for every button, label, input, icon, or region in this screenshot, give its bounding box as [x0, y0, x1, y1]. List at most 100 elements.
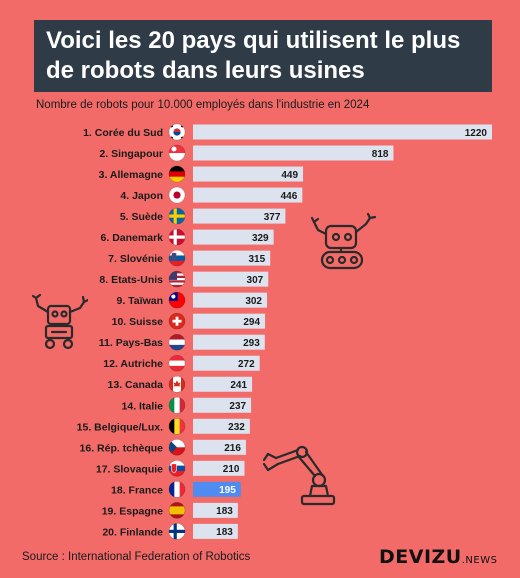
brand-suffix: .NEWS — [461, 555, 498, 566]
italy-flag-icon — [168, 396, 186, 414]
bar — [193, 460, 245, 476]
bar-row: 11. Pays-Bas 293 — [99, 333, 265, 351]
bar-row: 15. Belgique/Lux. 232 — [77, 417, 250, 435]
value-label: 241 — [230, 380, 247, 391]
bar — [193, 334, 265, 350]
tracked-robot-icon — [310, 212, 377, 270]
robotic-arm-icon — [262, 445, 336, 506]
bar — [193, 208, 286, 224]
bar-row: 6. Danemark 329 — [101, 228, 274, 246]
france-flag-icon — [168, 481, 186, 498]
czechia-flag-icon — [168, 438, 186, 456]
bar — [193, 145, 394, 161]
value-label: 1220 — [465, 128, 488, 139]
brand-name: DEVIZU — [379, 546, 462, 568]
title-line-1: Voici les 20 pays qui utilisent le plus — [46, 27, 461, 54]
value-label: 237 — [229, 401, 246, 412]
bar — [193, 313, 266, 329]
value-label: 315 — [249, 254, 266, 265]
value-label: 449 — [281, 170, 298, 181]
bar — [193, 376, 253, 392]
value-label: 272 — [238, 359, 255, 370]
value-label: 293 — [243, 338, 260, 349]
japan-flag-icon — [168, 186, 186, 204]
bar-row: 2. Singapour 818 — [99, 144, 394, 162]
category-label: 11. Pays-Bas — [99, 337, 163, 349]
bar — [193, 187, 303, 203]
bar-row: 14. Italie 237 — [122, 396, 252, 414]
bar — [193, 292, 268, 308]
category-label: 13. Canada — [108, 379, 164, 391]
germany-flag-icon — [168, 165, 186, 183]
title-box: Voici les 20 pays qui utilisent le plus … — [34, 20, 492, 92]
title-line-2: de robots dans leurs usines — [46, 57, 365, 84]
category-label: 5. Suède — [120, 211, 163, 223]
category-label: 16. Rép. tchèque — [80, 442, 164, 454]
value-label: 818 — [372, 149, 389, 160]
bar — [193, 502, 238, 518]
category-label: 7. Slovénie — [108, 253, 163, 265]
value-label: 183 — [216, 506, 233, 517]
value-label: 210 — [223, 464, 240, 475]
bar-row: 20. Finlande 183 — [102, 523, 238, 540]
bar — [193, 355, 260, 371]
category-label: 19. Espagne — [102, 505, 163, 517]
bar-row: 8. Etats-Unis 307 — [99, 270, 269, 288]
category-label: 4. Japon — [120, 190, 163, 202]
netherlands-flag-icon — [168, 333, 186, 351]
bar-row: 3. Allemagne 449 — [99, 165, 304, 183]
category-label: 14. Italie — [122, 400, 164, 412]
belgium-flag-icon — [168, 417, 186, 435]
category-label: 9. Taïwan — [117, 295, 164, 307]
bar — [193, 418, 250, 434]
category-label: 8. Etats-Unis — [99, 274, 163, 286]
bar-row: 19. Espagne 183 — [102, 502, 238, 519]
value-label: 329 — [252, 233, 269, 244]
category-label: 18. France — [111, 484, 163, 496]
bar-row: 13. Canada 241 — [108, 375, 253, 393]
bar-row: 5. Suède 377 — [120, 207, 286, 225]
value-label: 294 — [243, 317, 260, 328]
value-label: 446 — [281, 191, 298, 202]
bar-row: 9. Taïwan 302 — [117, 291, 268, 309]
usa-flag-icon — [168, 270, 186, 288]
finland-flag-icon — [168, 523, 186, 540]
brand-logo[interactable]: DEVIZU.NEWS — [379, 546, 497, 568]
austria-flag-icon — [168, 354, 186, 372]
bar-row: 10. Suisse 294 — [112, 312, 266, 330]
bar-row: 16. Rép. tchèque 216 — [80, 438, 246, 456]
source-note: Source : International Federation of Rob… — [22, 551, 251, 563]
slovenia-flag-icon — [168, 249, 186, 267]
category-label: 17. Slovaquie — [96, 463, 163, 475]
bar — [193, 439, 246, 455]
category-label: 1. Corée du Sud — [83, 127, 163, 139]
slovakia-flag-icon — [168, 460, 186, 477]
canada-flag-icon — [168, 375, 186, 393]
bar-row: 7. Slovénie 315 — [108, 249, 271, 267]
denmark-flag-icon — [168, 228, 186, 246]
value-label: 377 — [264, 212, 281, 223]
bar-row: 17. Slovaquie 210 — [96, 460, 245, 477]
bar — [193, 397, 252, 413]
category-label: 10. Suisse — [112, 316, 164, 328]
singapore-flag-icon — [168, 144, 186, 162]
bar-row: 1. Corée du Sud 1220 — [83, 123, 492, 141]
value-label: 307 — [247, 275, 264, 286]
category-label: 3. Allemagne — [99, 169, 164, 181]
bar-row: 18. France 195 — [111, 481, 241, 498]
taiwan-flag-icon — [168, 291, 186, 309]
chart-subtitle: Nombre de robots pour 10.000 employés da… — [36, 99, 370, 111]
category-label: 2. Singapour — [99, 148, 163, 160]
bar — [193, 271, 269, 287]
spain-flag-icon — [168, 502, 186, 519]
category-label: 6. Danemark — [101, 232, 164, 244]
bar — [193, 229, 274, 245]
bar — [193, 250, 271, 266]
highlight-bar — [193, 481, 241, 497]
value-label: 302 — [245, 296, 262, 307]
category-label: 12. Autriche — [103, 358, 163, 370]
value-label: 195 — [219, 485, 236, 496]
bar — [193, 124, 492, 140]
switzerland-flag-icon — [168, 312, 186, 330]
category-label: 20. Finlande — [102, 526, 163, 538]
